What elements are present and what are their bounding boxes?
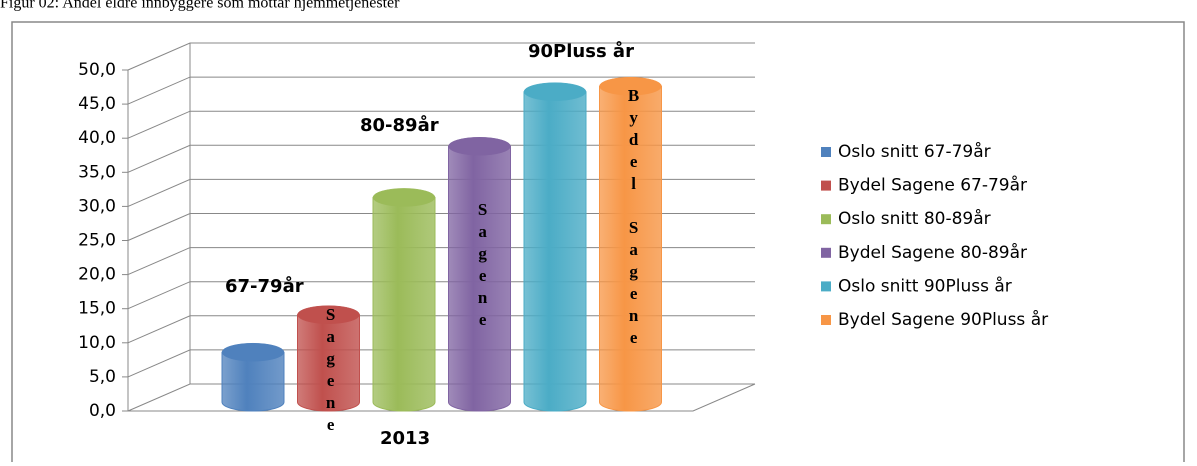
y-tick-label: 5,0 bbox=[89, 367, 116, 387]
legend-label: Bydel Sagene 90Pluss år bbox=[838, 309, 1048, 330]
grid-line bbox=[127, 76, 755, 105]
y-tick-label: 15,0 bbox=[78, 299, 116, 319]
annotation: 90Pluss år bbox=[528, 40, 634, 62]
legend-label: Oslo snitt 80-89år bbox=[838, 208, 991, 229]
bar bbox=[523, 91, 587, 412]
legend-swatch bbox=[821, 214, 831, 225]
legend-swatch bbox=[821, 247, 831, 258]
bar-top bbox=[599, 76, 662, 96]
bar bbox=[221, 351, 285, 412]
grid-line bbox=[127, 42, 755, 71]
x-tick-label: 2013 bbox=[380, 428, 430, 449]
legend-swatch bbox=[821, 281, 831, 292]
legend-label: Oslo snitt 90Pluss år bbox=[838, 275, 1012, 296]
y-tick-label: 0,0 bbox=[89, 401, 116, 421]
bar bbox=[372, 196, 436, 412]
annotation: 67-79år bbox=[225, 275, 304, 297]
bar-top bbox=[372, 188, 436, 207]
annotation: Bydel Sagene bbox=[624, 86, 643, 350]
bar bbox=[448, 145, 511, 412]
legend-label: Bydel Sagene 67-79år bbox=[838, 175, 1027, 196]
legend-label: Oslo snitt 67-79år bbox=[838, 141, 991, 162]
bar-top bbox=[297, 305, 360, 324]
chart-title: Figur 02: Andel eldre innbyggere som mot… bbox=[0, 0, 400, 12]
legend-label: Bydel Sagene 80-89år bbox=[838, 242, 1027, 263]
y-tick-label: 50,0 bbox=[78, 60, 116, 80]
legend-swatch bbox=[821, 315, 831, 325]
y-tick-label: 30,0 bbox=[78, 196, 116, 216]
annotation: Sagene bbox=[473, 200, 492, 332]
bar bbox=[599, 85, 662, 412]
legend-swatch bbox=[821, 147, 831, 157]
annotation: Sagene bbox=[321, 305, 340, 437]
annotation: 80-89år bbox=[360, 114, 439, 136]
y-tick-label: 25,0 bbox=[78, 231, 116, 251]
bar-top bbox=[523, 82, 587, 101]
bar-top bbox=[221, 342, 285, 362]
legend-swatch bbox=[821, 180, 831, 191]
y-tick-label: 10,0 bbox=[78, 333, 116, 353]
y-tick-label: 45,0 bbox=[78, 94, 116, 114]
bar-top bbox=[448, 137, 511, 156]
y-tick-label: 35,0 bbox=[78, 162, 116, 182]
y-tick-label: 20,0 bbox=[78, 265, 116, 285]
chart-border bbox=[11, 21, 1185, 462]
bar bbox=[297, 314, 360, 412]
y-tick-label: 40,0 bbox=[78, 128, 116, 148]
floor bbox=[128, 383, 756, 412]
